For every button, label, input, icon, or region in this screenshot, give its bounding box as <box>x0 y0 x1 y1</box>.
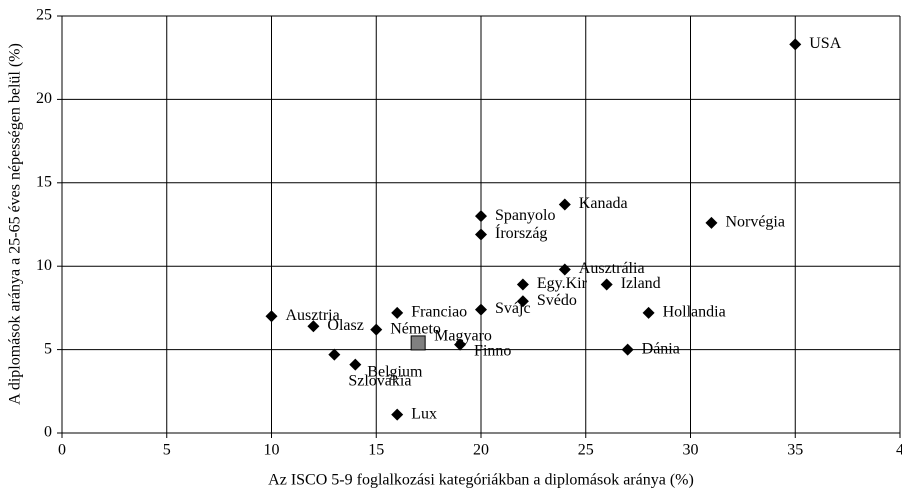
y-tick-label: 25 <box>36 7 52 24</box>
marker <box>600 278 613 291</box>
marker <box>642 306 655 319</box>
marker <box>705 216 718 229</box>
x-tick-label: 0 <box>58 442 66 459</box>
marker <box>475 228 487 241</box>
point-label: Ausztria <box>286 307 340 324</box>
x-tick-label: 30 <box>683 442 699 459</box>
point-label: Lux <box>411 405 437 422</box>
x-tick-label: 15 <box>368 442 384 459</box>
marker <box>558 198 571 211</box>
point-label: Németo <box>390 320 441 337</box>
point-label: Svédo <box>537 292 577 309</box>
x-axis-label: Az ISCO 5-9 foglalkozási kategóriákban a… <box>268 472 694 489</box>
point-label: Magyaro <box>434 328 492 345</box>
point-label: USA <box>809 35 841 52</box>
y-tick-label: 10 <box>36 257 52 274</box>
marker <box>454 338 467 351</box>
point-label: Egy.Kir <box>537 275 588 292</box>
point-label: Kanada <box>579 195 628 212</box>
marker <box>516 295 529 308</box>
point-label: Belgium <box>367 363 423 380</box>
x-tick-label: 35 <box>787 442 803 459</box>
marker <box>328 348 341 361</box>
marker <box>391 306 404 319</box>
point-label: Izland <box>621 275 661 292</box>
marker <box>265 310 278 323</box>
point-label: Finno <box>474 342 511 359</box>
x-tick-label: 20 <box>473 442 489 459</box>
marker <box>370 323 383 336</box>
marker <box>349 358 362 371</box>
point-label: Franciao <box>411 304 467 321</box>
point-label: Norvégia <box>725 214 785 231</box>
marker <box>475 303 487 316</box>
point-label: Olasz <box>327 317 363 334</box>
point-label: Szlovákia <box>348 372 411 389</box>
y-tick-label: 0 <box>44 424 52 441</box>
point-label: Ausztrália <box>579 260 645 277</box>
point-label: Spanyolo <box>495 207 555 224</box>
marker <box>391 408 404 421</box>
point-label: Dánia <box>642 340 680 357</box>
x-tick-label: 4 <box>896 442 902 459</box>
marker <box>307 320 320 333</box>
y-tick-label: 15 <box>36 173 52 190</box>
point-label: Svájc <box>495 300 531 317</box>
x-tick-label: 25 <box>578 442 594 459</box>
marker <box>621 343 634 356</box>
y-tick-label: 20 <box>36 90 52 107</box>
y-axis-label: A diplomások aránya a 25-65 éves népessé… <box>7 43 24 405</box>
point-label: Írország <box>495 223 547 242</box>
marker <box>516 278 529 291</box>
y-tick-label: 5 <box>44 340 52 357</box>
marker <box>558 263 571 276</box>
point-label: Hollandia <box>663 304 726 321</box>
marker <box>410 335 426 351</box>
x-tick-label: 5 <box>163 442 171 459</box>
x-tick-label: 10 <box>264 442 280 459</box>
marker <box>475 210 487 223</box>
marker <box>789 38 802 51</box>
